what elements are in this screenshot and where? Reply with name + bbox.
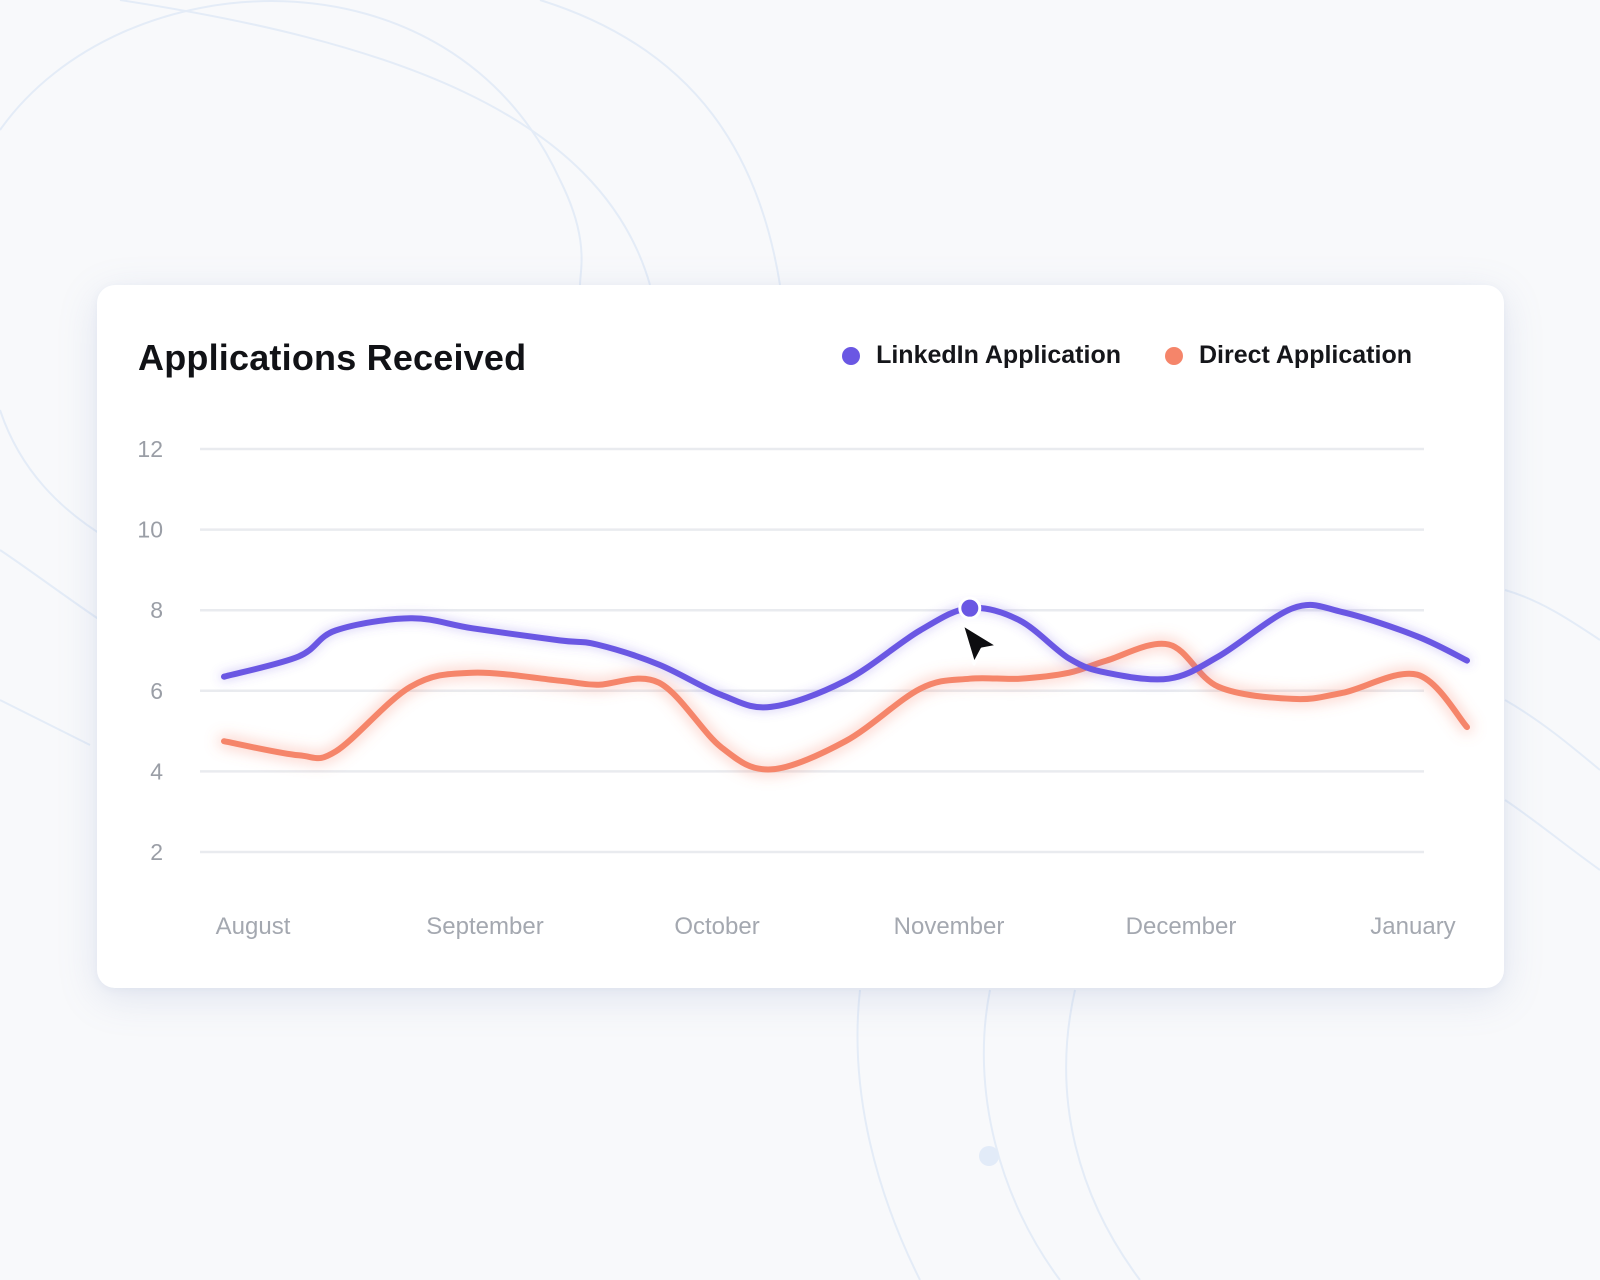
y-tick-label: 6: [150, 678, 163, 704]
line-chart: 12 10 8 6 4 2 August September October November D…: [137, 436, 1473, 940]
x-category-label: October: [674, 913, 759, 940]
legend-label-linkedin: LinkedIn Application: [876, 341, 1121, 369]
x-category-label: August: [216, 913, 291, 940]
x-category-label: January: [1370, 913, 1455, 940]
legend-dot-direct: [1165, 346, 1183, 365]
series-glow-direct: [218, 637, 1473, 776]
chart-legend: LinkedIn Application Direct Application: [842, 341, 1412, 370]
legend-item-direct[interactable]: Direct Application: [1165, 341, 1412, 370]
applications-chart-card: Applications Received LinkedIn Applicati…: [97, 285, 1504, 988]
x-category-label: December: [1126, 913, 1237, 940]
y-tick-label: 12: [137, 436, 163, 462]
chart-title: Applications Received: [138, 337, 527, 378]
highlight-point-linkedin[interactable]: [958, 596, 982, 620]
y-tick-label: 8: [150, 597, 163, 623]
y-tick-label: 4: [150, 758, 163, 784]
x-category-label: November: [894, 913, 1005, 940]
y-tick-label: 10: [137, 517, 163, 543]
legend-item-linkedin[interactable]: LinkedIn Application: [842, 341, 1121, 370]
arrow-cursor-icon: [960, 622, 1000, 666]
x-category-label: September: [426, 913, 543, 940]
series-line-linkedin[interactable]: [221, 601, 1470, 711]
legend-dot-linkedin: [842, 346, 861, 365]
legend-label-direct: Direct Application: [1199, 341, 1412, 369]
series-line-direct[interactable]: [221, 640, 1470, 773]
y-tick-label: 2: [150, 839, 163, 865]
